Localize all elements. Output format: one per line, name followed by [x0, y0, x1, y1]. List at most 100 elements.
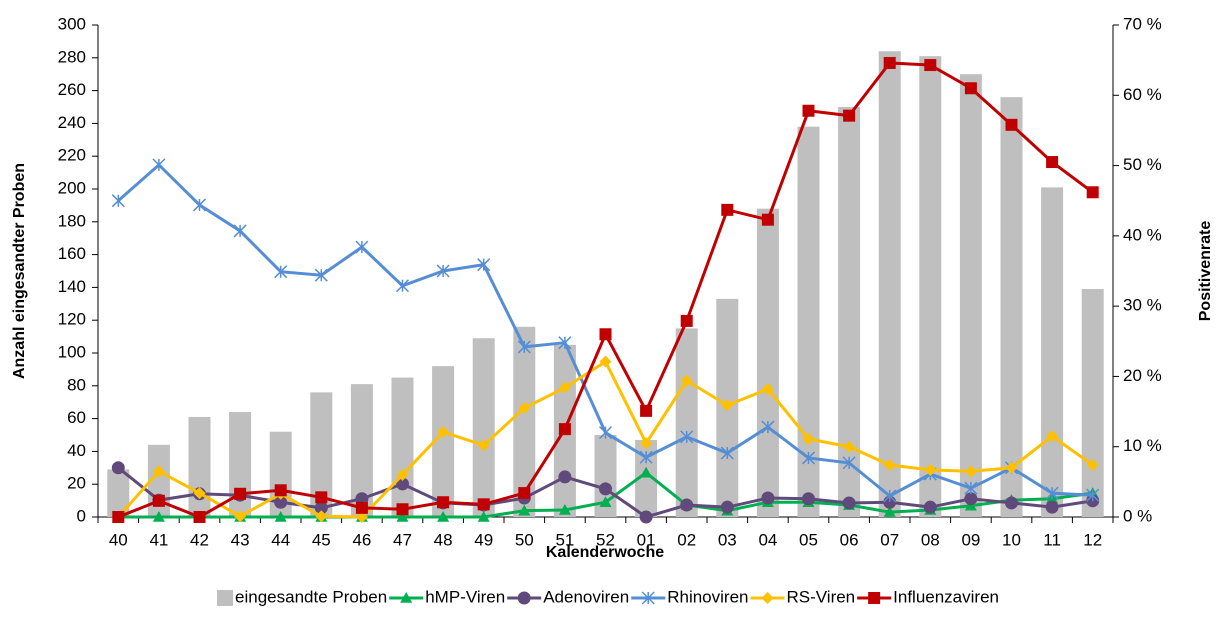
marker — [1005, 496, 1018, 510]
marker — [964, 465, 977, 478]
marker — [518, 487, 531, 500]
marker — [193, 511, 206, 523]
x-tick-label: 48 — [434, 530, 453, 549]
y2-tick-label: 70 % — [1123, 14, 1162, 33]
x-tick-label: 41 — [149, 530, 168, 549]
legend-swatch — [217, 590, 234, 606]
marker — [640, 466, 653, 478]
y2-tick-label: 30 % — [1123, 296, 1162, 315]
bar — [310, 392, 333, 517]
marker — [355, 501, 368, 514]
marker — [964, 82, 977, 95]
y-tick-label: 0 — [77, 506, 86, 525]
x-tick-label: 51 — [555, 530, 574, 549]
bar — [513, 326, 536, 517]
marker — [558, 336, 572, 350]
y2-tick-label: 50 % — [1123, 155, 1162, 174]
marker — [1046, 156, 1059, 169]
marker — [315, 510, 328, 523]
marker — [761, 491, 775, 505]
marker — [1086, 186, 1099, 199]
marker — [234, 510, 247, 523]
marker — [843, 440, 856, 453]
marker — [842, 496, 856, 510]
x-tick-label: 42 — [190, 530, 209, 549]
marker — [680, 498, 694, 512]
y-tick-label: 260 — [58, 80, 86, 99]
marker — [599, 328, 612, 341]
marker — [883, 458, 896, 471]
y-tick-label: 40 — [67, 441, 86, 460]
marker — [152, 158, 166, 172]
bar — [756, 208, 779, 517]
legend-label: eingesandte Proben — [235, 587, 387, 606]
marker — [599, 496, 612, 508]
marker — [761, 420, 775, 434]
y-tick-label: 180 — [58, 211, 86, 230]
marker — [112, 511, 125, 523]
bar — [675, 328, 698, 517]
marker — [721, 203, 734, 216]
marker — [761, 383, 774, 396]
marker — [558, 470, 572, 484]
x-tick-label: 08 — [921, 530, 940, 549]
y-tick-label: 60 — [67, 408, 86, 427]
legend-label: Influenzaviren — [893, 587, 999, 606]
legend-label: RS-Viren — [786, 587, 855, 606]
marker — [1045, 486, 1059, 500]
marker — [680, 430, 694, 444]
marker — [518, 504, 531, 516]
legend-label: hMP-Viren — [425, 587, 505, 606]
marker — [720, 446, 734, 460]
marker — [517, 340, 531, 354]
marker — [639, 450, 653, 464]
bar — [838, 107, 861, 517]
marker — [720, 500, 734, 514]
marker — [680, 374, 693, 387]
bar — [188, 416, 211, 517]
marker — [152, 494, 165, 507]
y2-axis-title: Positivenrate — [1197, 221, 1214, 322]
marker — [761, 213, 774, 226]
x-tick-label: 07 — [880, 530, 899, 549]
y2-tick-label: 0 % — [1123, 506, 1152, 525]
marker — [477, 511, 490, 522]
marker — [234, 487, 247, 500]
y-tick-label: 20 — [67, 474, 86, 493]
x-tick-label: 09 — [961, 530, 980, 549]
marker — [924, 59, 937, 72]
marker — [868, 592, 881, 604]
x-tick-label: 52 — [596, 530, 615, 549]
marker — [111, 194, 125, 208]
marker — [801, 451, 816, 465]
marker — [923, 500, 937, 514]
bar — [1041, 187, 1064, 518]
y-tick-label: 300 — [58, 14, 86, 33]
marker — [1086, 488, 1100, 502]
marker — [843, 109, 856, 122]
bar — [472, 338, 495, 517]
y-tick-label: 160 — [58, 244, 86, 263]
bar — [878, 51, 901, 518]
y-tick-label: 120 — [58, 310, 86, 329]
y-tick-label: 240 — [58, 113, 86, 132]
bar — [432, 366, 455, 517]
marker — [274, 265, 288, 279]
legend-label: Rhinoviren — [667, 587, 748, 606]
x-tick-label: 40 — [109, 530, 128, 549]
marker — [477, 498, 490, 511]
marker — [842, 456, 856, 470]
bar — [350, 384, 373, 517]
x-tick-label: 47 — [393, 530, 412, 549]
marker — [396, 503, 409, 516]
marker — [761, 592, 774, 604]
marker — [355, 240, 369, 254]
x-tick-label: 02 — [677, 530, 696, 549]
marker — [1046, 430, 1059, 443]
x-tick-label: 03 — [718, 530, 737, 549]
y-axis-title: Anzahl eingesandter Proben — [11, 163, 28, 379]
marker — [152, 511, 165, 522]
x-tick-label: 05 — [799, 530, 818, 549]
bar — [959, 74, 982, 517]
x-tick-label: 45 — [312, 530, 331, 549]
